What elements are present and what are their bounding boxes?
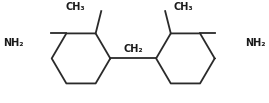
Text: NH₂: NH₂ (3, 38, 23, 48)
Text: NH₂: NH₂ (245, 38, 266, 48)
Text: CH₃: CH₃ (66, 2, 85, 12)
Text: CH₃: CH₃ (174, 2, 194, 12)
Text: CH₂: CH₂ (124, 44, 144, 54)
